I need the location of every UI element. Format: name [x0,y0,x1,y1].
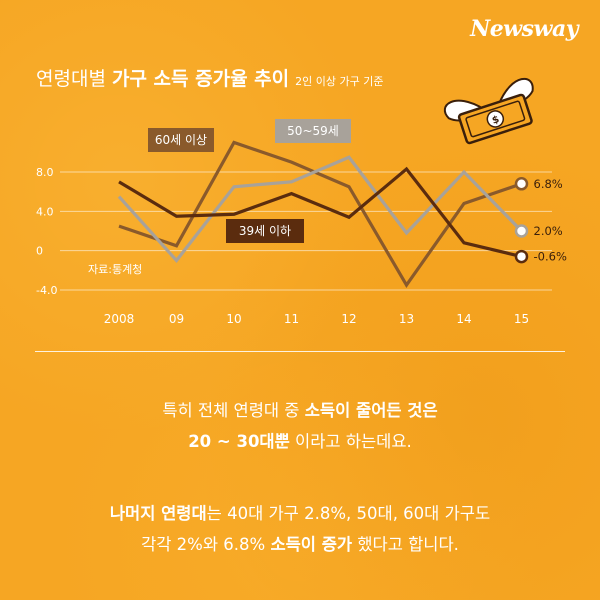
p2-line2: 각각 2%와 6.8% 소득이 증가 했다고 합니다. [0,529,600,560]
x-tick-label: 11 [284,312,299,326]
chart-title: 연령대별 가구 소득 증가율 추이 2인 이상 가구 기준 [36,64,383,91]
series-label: 60세 이상 [155,133,207,147]
x-tick-label: 09 [169,312,184,326]
y-tick-label: 0 [36,245,43,258]
brand-logo: Newsway [470,16,578,42]
title-part1: 연령대별 [36,68,112,90]
p1-line1: 특히 전체 연령대 중 소득이 줄어든 것은 [0,395,600,426]
p2-text-e: 했다고 합니다. [352,535,459,554]
series-label: 50~59세 [287,124,339,138]
title-note: 2인 이상 가구 기준 [295,75,384,88]
p1-line2: 20 ~ 30대뿐 이라고 하는데요. [0,426,600,457]
source-note: 자료:통계청 [88,263,142,276]
x-tick-label: 14 [456,312,471,326]
x-tick-label: 15 [514,312,529,326]
flying-money-icon: $ [443,77,534,145]
x-tick-label: 2008 [104,312,135,326]
series-label-box [275,119,351,143]
p2-text-c: 각각 2%와 6.8% [141,535,271,554]
series-label-box [148,128,214,152]
end-point-marker [514,224,529,238]
p2-text-d: 소득이 증가 [270,535,353,554]
p1-text-a: 특히 전체 연령대 중 [162,401,305,420]
svg-text:$: $ [491,114,501,127]
p2-text-a: 나머지 연령대 [109,504,207,523]
end-value-label: 6.8% [534,177,563,191]
series-label: 39세 이하 [239,224,291,238]
paragraph-1: 특히 전체 연령대 중 소득이 줄어든 것은 20 ~ 30대뿐 이라고 하는데… [0,395,600,457]
series-label-box [226,219,304,243]
series-line-1 [117,155,523,263]
end-point-marker [514,177,529,191]
x-tick-label: 12 [341,312,356,326]
y-tick-label: -4.0 [36,284,57,297]
p2-line1: 나머지 연령대는 40대 가구 2.8%, 50대, 60대 가구도 [0,498,600,529]
p1-text-c: 20 ~ 30대뿐 [188,432,290,451]
y-tick-label: 4.0 [36,205,54,218]
x-tick-label: 10 [226,312,241,326]
end-value-label: -0.6% [534,250,567,264]
p1-text-d: 이라고 하는데요. [289,432,412,451]
line-chart: $ 8.0 4.0 0 -4.0 2008 09 10 11 12 13 14 15 자료:통계청 6.… [36,77,567,326]
x-tick-label: 13 [399,312,414,326]
p1-text-b: 소득이 줄어든 것은 [304,401,438,420]
p2-text-b: 는 40대 가구 2.8%, 50대, 60대 가구도 [206,504,491,523]
title-part2: 가구 소득 증가율 추이 [111,68,290,90]
end-value-label: 2.0% [534,224,563,238]
paragraph-2: 나머지 연령대는 40대 가구 2.8%, 50대, 60대 가구도 각각 2%… [0,498,600,560]
series-line-0 [118,140,523,289]
divider-line [35,351,565,352]
end-point-marker [514,249,529,264]
y-tick-label: 8.0 [36,166,54,179]
series-line-2 [118,166,522,259]
